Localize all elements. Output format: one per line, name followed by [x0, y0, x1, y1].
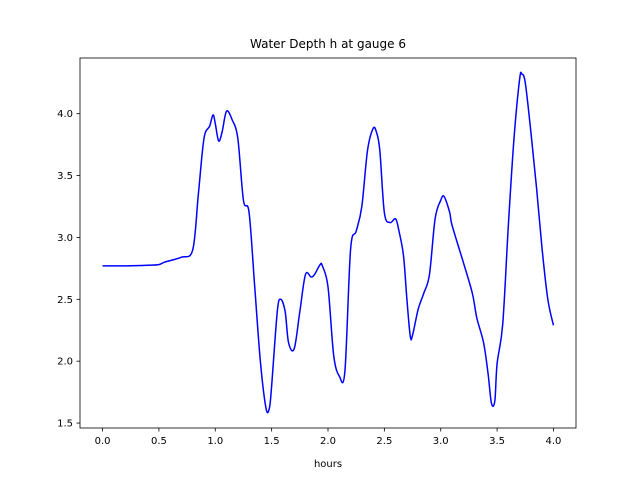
plot-area: 0.0 0.5 1.0 1.5 2.0 2.5 3.0 3.5 4.0 1.5 2.0 2.5 3.0 3… — [57, 57, 577, 447]
x-tick-label: 1.5 — [264, 436, 280, 447]
y-tick-label: 2.0 — [57, 357, 73, 368]
y-tick-label: 1.5 — [57, 419, 73, 430]
x-tick-label: 0.5 — [151, 436, 167, 447]
y-tick-label: 3.0 — [57, 233, 73, 244]
x-tick-label: 4.0 — [546, 436, 562, 447]
x-tick-label: 0.0 — [95, 436, 111, 447]
chart-title: Water Depth h at gauge 6 — [250, 37, 406, 51]
x-tick-label: 3.5 — [489, 436, 505, 447]
series-line-0 — [102, 71, 555, 414]
x-tick-label: 3.0 — [433, 436, 449, 447]
x-tick-label: 2.0 — [320, 436, 336, 447]
y-tick-label: 3.5 — [57, 171, 73, 182]
y-tick-label: 2.5 — [57, 295, 73, 306]
y-tick-label: 4.0 — [57, 109, 73, 120]
x-tick-label: 2.5 — [376, 436, 392, 447]
x-tick-label: 1.0 — [207, 436, 223, 447]
x-axis-label: hours — [314, 459, 342, 470]
